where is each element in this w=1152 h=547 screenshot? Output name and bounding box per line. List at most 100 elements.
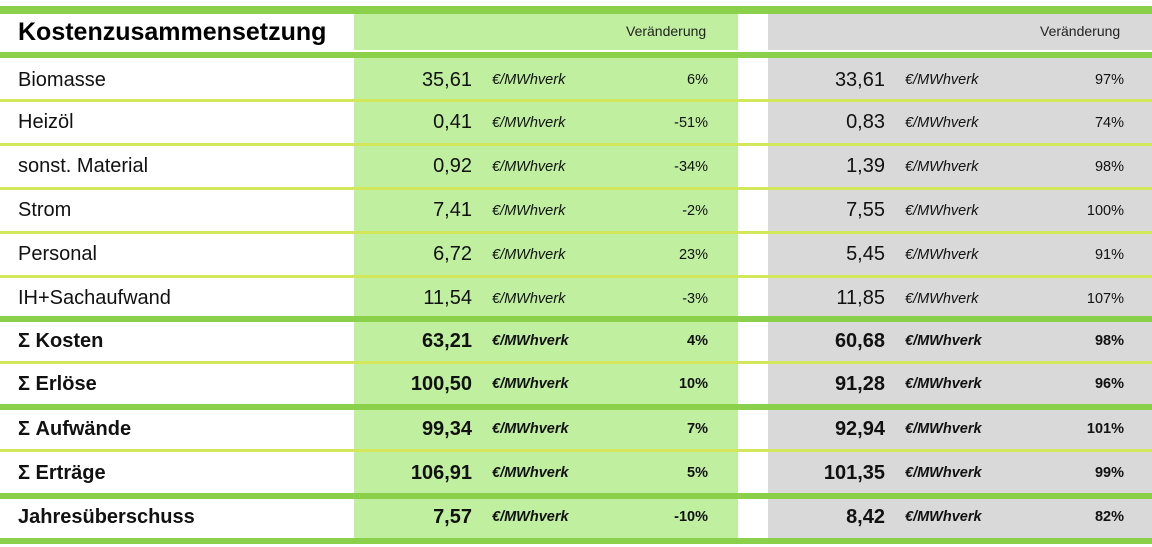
row-separator (0, 275, 1152, 278)
value-compare: 5,45 (846, 243, 885, 265)
change-percent: -51% (674, 114, 708, 131)
table-row: Σ Kosten 63,21 €/MWhverk 4% 60,68 €/MWhverk 98… (0, 320, 1152, 362)
table-title: Kostenzusammensetzung (18, 18, 327, 46)
change-percent: -3% (682, 290, 708, 307)
value-current: 99,34 (421, 417, 472, 440)
unit-current: €/MWhverk (492, 202, 566, 219)
row-label: sonst. Material (18, 155, 149, 177)
value-compare: 91,28 (834, 372, 885, 395)
unit-current: €/MWhverk (492, 72, 566, 88)
gray-column (768, 56, 1152, 540)
row-separator (0, 316, 1152, 322)
table-row: Σ Aufwände 99,34 €/MWhverk 7% 92,94 €/MWhverk… (0, 408, 1152, 450)
row-label: Heizöl (18, 111, 74, 133)
value-compare: 101,35 (823, 461, 885, 484)
unit-current: €/MWhverk (492, 158, 566, 175)
row-label: Σ Kosten (18, 329, 104, 352)
value-current: 11,54 (423, 287, 472, 309)
ratio-percent: 99% (1094, 465, 1124, 481)
value-compare: 8,42 (846, 505, 885, 528)
unit-compare: €/MWhverk (905, 333, 982, 349)
change-percent: 4% (687, 333, 708, 349)
table-row: Σ Erträge 106,91 €/MWhverk 5% 101,35 €/MWhver… (0, 452, 1152, 494)
ratio-percent: 98% (1094, 158, 1124, 175)
change-percent: 6% (687, 72, 708, 88)
row-separator (0, 143, 1152, 146)
unit-current: €/MWhverk (492, 421, 569, 437)
value-current: 63,21 (421, 329, 472, 352)
unit-current: €/MWhverk (492, 333, 569, 349)
row-separator (0, 493, 1152, 499)
row-label: Biomasse (18, 68, 106, 91)
value-current: 106,91 (410, 461, 472, 484)
header-gray-block (768, 14, 1152, 50)
table-row: Σ Erlöse 100,50 €/MWhverk 10% 91,28 €/MWhverk… (0, 364, 1152, 404)
row-separator (0, 361, 1152, 364)
row-separator (0, 187, 1152, 190)
change-percent: 7% (687, 421, 708, 437)
row-label: Jahresüberschuss (18, 505, 195, 528)
ratio-percent: 100% (1086, 202, 1124, 219)
ratio-percent: 107% (1086, 290, 1124, 307)
value-compare: 0,83 (846, 111, 885, 133)
unit-compare: €/MWhverk (905, 202, 979, 219)
table-row: Heizöl 0,41 €/MWhverk -51% 0,83 €/MWhverk 74% (0, 102, 1152, 143)
unit-current: €/MWhverk (492, 246, 566, 263)
unit-compare: €/MWhverk (905, 158, 979, 175)
value-compare: 92,94 (834, 417, 885, 440)
change-percent: -34% (674, 158, 708, 175)
value-current: 6,72 (433, 243, 472, 265)
row-label: Strom (18, 199, 72, 221)
value-compare: 60,68 (834, 329, 885, 352)
value-current: 0,92 (433, 155, 472, 177)
table-row: Personal 6,72 €/MWhverk 23% 5,45 €/MWhverk 91% (0, 234, 1152, 275)
row-label: Σ Erträge (18, 461, 106, 484)
change-percent: 5% (687, 465, 708, 481)
row-label: Σ Erlöse (18, 372, 97, 395)
row-label: IH+Sachaufwand (18, 287, 171, 309)
value-current: 7,41 (433, 199, 472, 221)
table-row: sonst. Material 0,92 €/MWhverk -34% 1,39 €/MW… (0, 146, 1152, 187)
table-row: IH+Sachaufwand 11,54 €/MWhverk -3% 11,85 €/MW… (0, 278, 1152, 319)
ratio-percent: 96% (1094, 376, 1124, 392)
table-row: Strom 7,41 €/MWhverk -2% 7,55 €/MWhverk 100% (0, 190, 1152, 231)
unit-current: €/MWhverk (492, 114, 566, 131)
change-percent: -2% (682, 202, 708, 219)
ratio-percent: 101% (1086, 421, 1124, 437)
unit-compare: €/MWhverk (905, 114, 979, 131)
unit-compare: €/MWhverk (905, 465, 982, 481)
change-header-right: Veränderung (1040, 23, 1121, 39)
table-row: Jahresüberschuss 7,57 €/MWhverk -10% 8,42 €/M… (0, 496, 1152, 538)
ratio-percent: 98% (1094, 333, 1124, 349)
row-label: Personal (18, 243, 97, 265)
row-label: Σ Aufwände (18, 417, 132, 440)
row-separator (0, 404, 1152, 410)
unit-compare: €/MWhverk (905, 509, 982, 525)
unit-compare: €/MWhverk (905, 376, 982, 392)
table-row: Biomasse 35,61 €/MWhverk 6% 33,61 €/MWhverk 97… (0, 58, 1152, 102)
value-current: 0,41 (433, 111, 472, 133)
ratio-percent: 91% (1094, 246, 1124, 263)
unit-current: €/MWhverk (492, 509, 569, 525)
value-current: 7,57 (433, 505, 472, 528)
row-separator (0, 449, 1152, 452)
value-current: 100,50 (410, 372, 472, 395)
unit-compare: €/MWhverk (905, 246, 979, 263)
change-header-left: Veränderung (626, 23, 707, 39)
change-percent: 23% (678, 246, 708, 263)
value-current: 35,61 (421, 68, 472, 91)
ratio-percent: 97% (1094, 72, 1124, 88)
value-compare: 11,85 (836, 287, 885, 309)
header-green-block (354, 14, 738, 50)
green-column (354, 56, 738, 540)
row-separator (0, 538, 1152, 544)
ratio-percent: 82% (1094, 509, 1124, 525)
unit-current: €/MWhverk (492, 465, 569, 481)
value-compare: 7,55 (846, 199, 885, 221)
value-compare: 33,61 (834, 68, 885, 91)
unit-compare: €/MWhverk (905, 421, 982, 437)
row-separator (0, 52, 1152, 58)
change-percent: -10% (674, 509, 708, 525)
top-rule (0, 6, 1152, 14)
